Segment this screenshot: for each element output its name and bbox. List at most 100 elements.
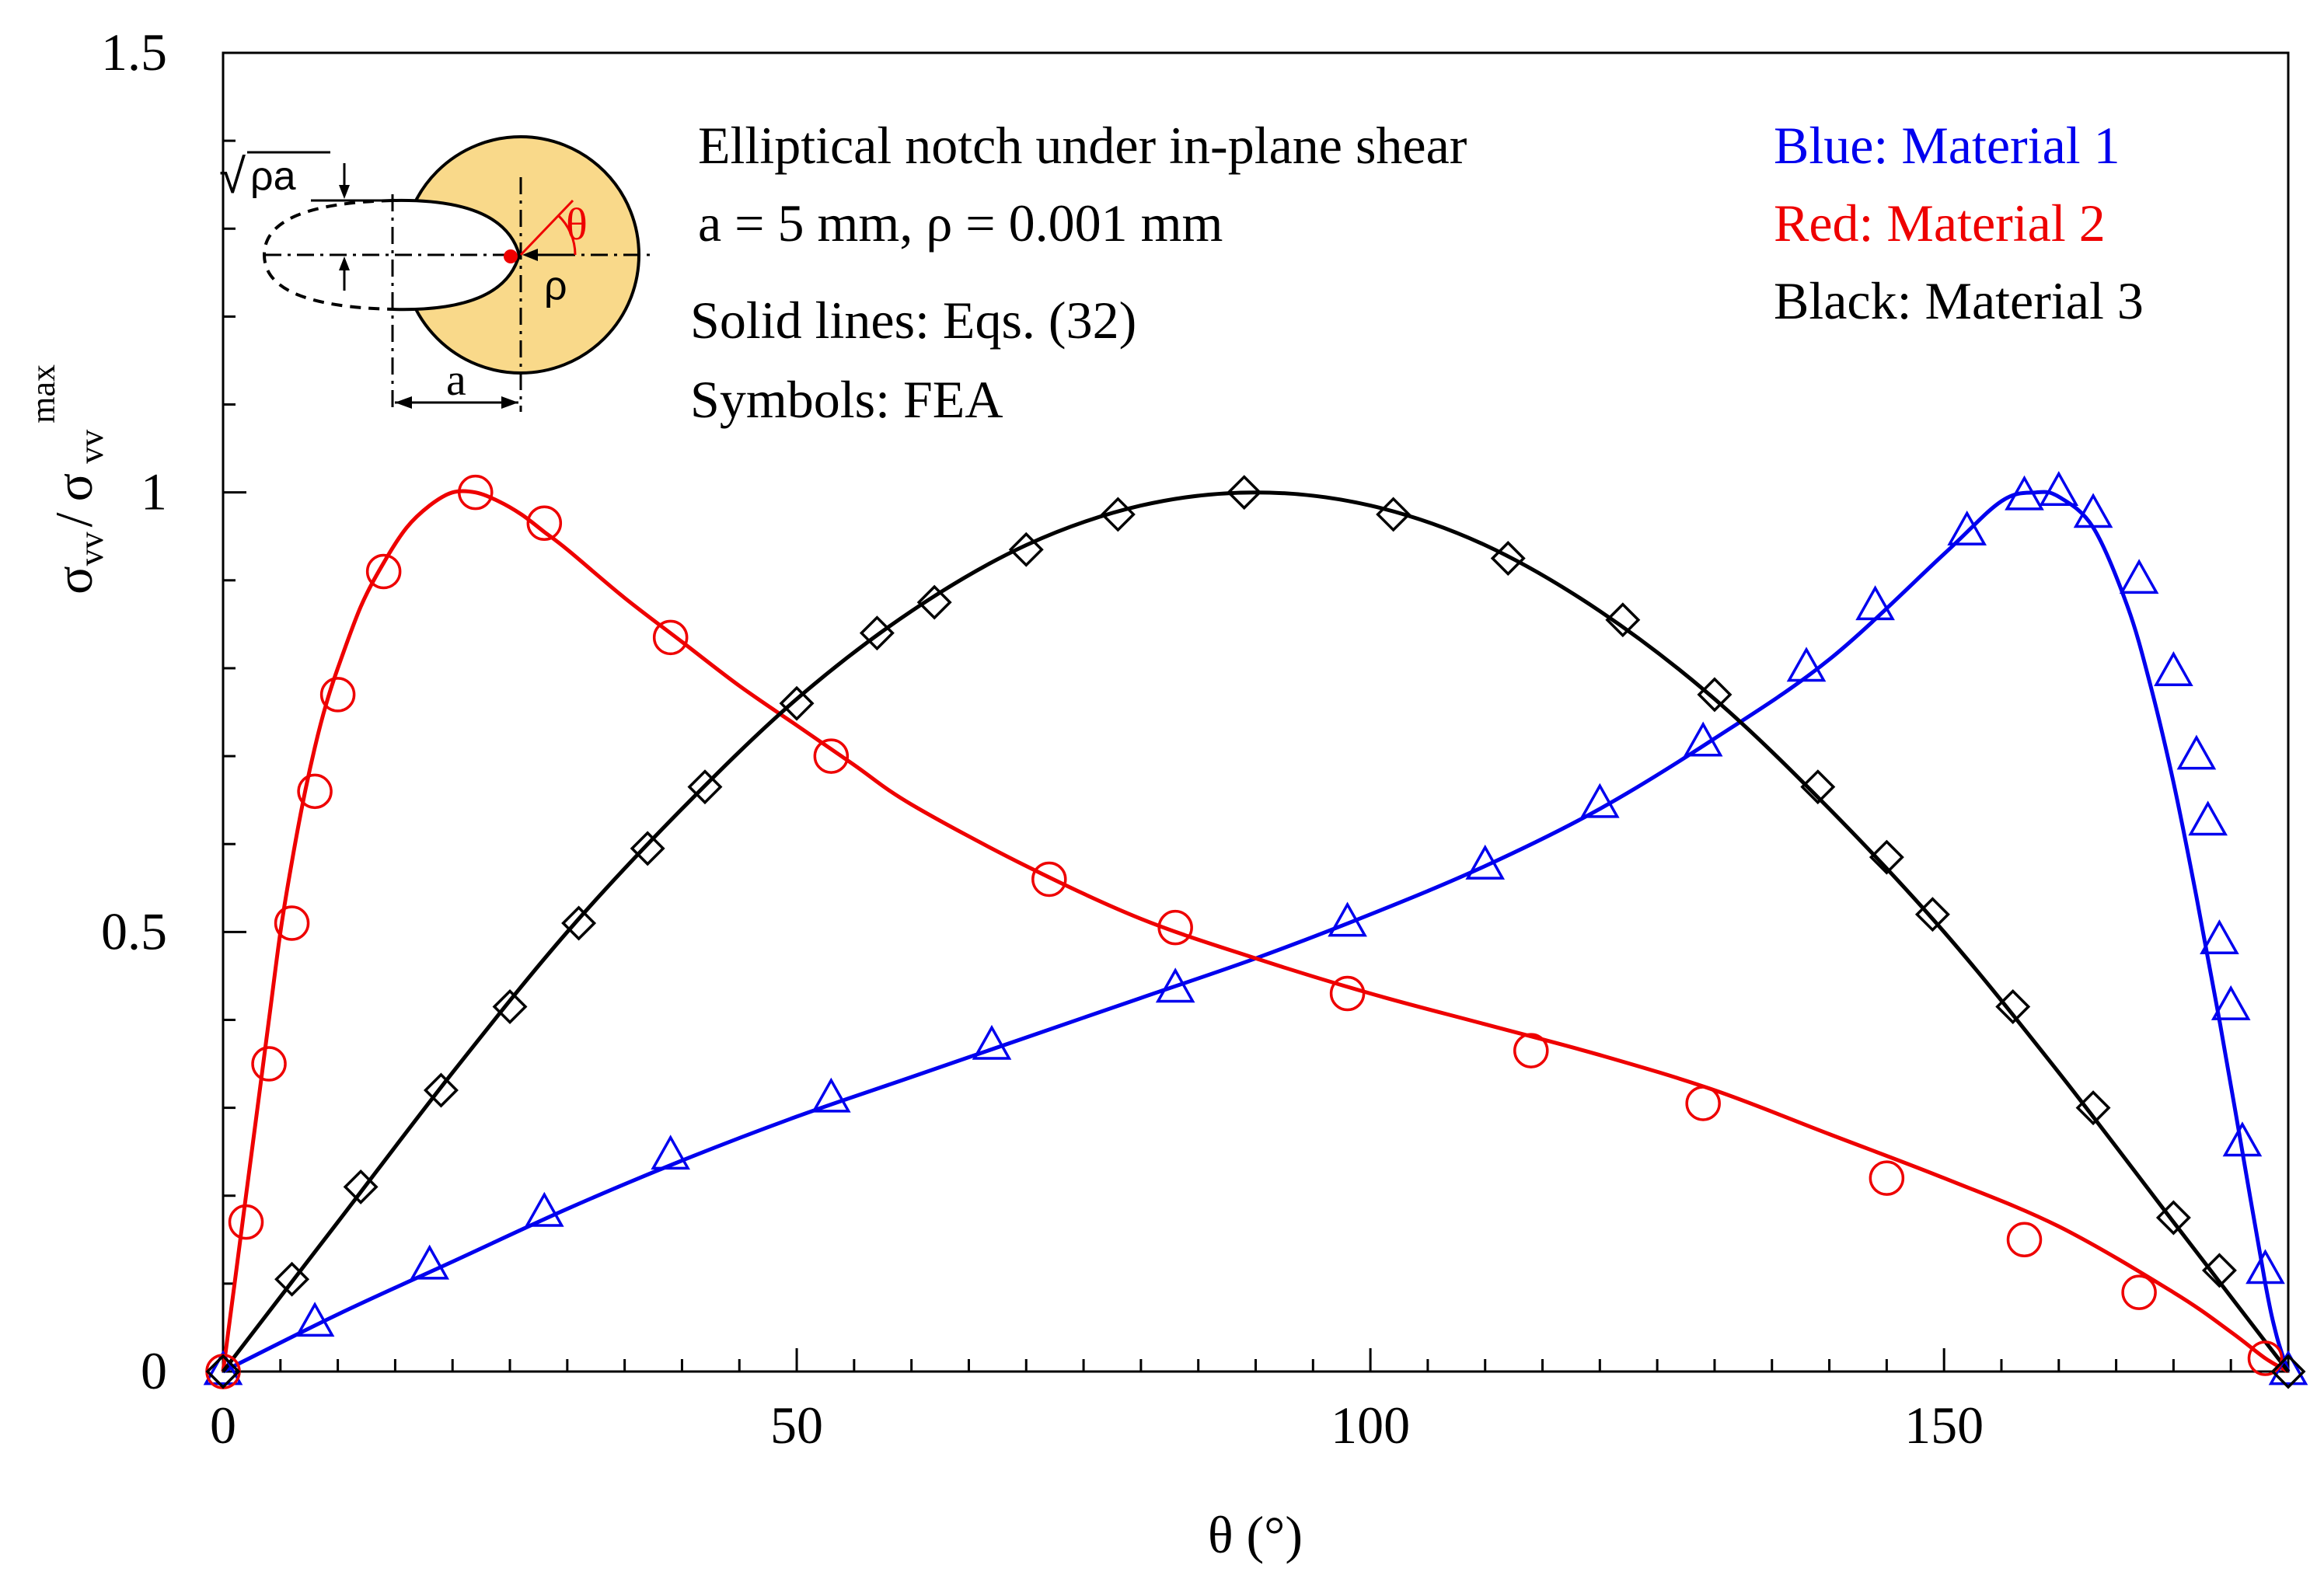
data-point-material-1 xyxy=(410,1244,450,1280)
data-point-material-1 xyxy=(2211,985,2251,1020)
data-point-material-2 xyxy=(251,1046,287,1082)
data-point-material-3 xyxy=(1995,989,2031,1024)
rho-label: ρ xyxy=(544,263,567,308)
data-point-material-2 xyxy=(319,677,356,713)
series-line-material-3 xyxy=(222,490,2290,1373)
sqrt-argument: ρa xyxy=(250,154,296,199)
sqrt-pa-arrow-top-head xyxy=(339,185,350,199)
sqrt-symbol: √ xyxy=(219,150,246,204)
data-point-material-1 xyxy=(1155,967,1195,1003)
data-point-material-1 xyxy=(2073,493,2113,528)
dimension-a-arrow-left xyxy=(395,396,412,409)
data-point-material-3 xyxy=(1227,475,1262,511)
theta-ray xyxy=(519,199,574,256)
data-point-material-3 xyxy=(1008,532,1044,567)
data-point-material-3 xyxy=(1490,541,1526,576)
data-point-material-2 xyxy=(813,738,850,774)
annotation-symbols: Symbols: FEA xyxy=(690,370,1003,429)
data-point-material-1 xyxy=(1786,647,1827,682)
data-point-material-3 xyxy=(1100,497,1136,532)
data-point-material-2 xyxy=(1685,1086,1721,1121)
data-point-material-2 xyxy=(1513,1033,1549,1068)
theta-arc xyxy=(557,214,577,256)
data-point-material-3 xyxy=(1869,839,1904,875)
data-point-material-1 xyxy=(1947,511,1987,546)
data-point-material-3 xyxy=(1800,769,1836,805)
data-point-material-3 xyxy=(1376,497,1411,532)
y-label-slash: / xyxy=(44,512,103,527)
data-point-material-1 xyxy=(1683,721,1723,757)
data-point-material-1 xyxy=(651,1135,690,1170)
y-label-sup: max xyxy=(24,364,62,424)
theta-label: θ xyxy=(566,199,588,249)
y-tick-label: 0 xyxy=(141,1341,167,1400)
series-layer xyxy=(203,471,2308,1389)
data-point-material-1 xyxy=(2188,800,2228,836)
data-point-material-2 xyxy=(1157,909,1193,946)
data-point-material-3 xyxy=(561,905,597,941)
data-point-material-3 xyxy=(2155,1200,2191,1236)
legend-material-1: Blue: Material 1 xyxy=(1774,116,2120,175)
series-line-material-2 xyxy=(221,489,2290,1374)
y-tick-labels: 0 0.5 1 1.5 xyxy=(101,23,167,1400)
y-tick-label: 1 xyxy=(141,462,167,521)
data-point-material-2 xyxy=(2006,1222,2043,1258)
data-point-material-3 xyxy=(423,1072,459,1108)
y-label-sub-1: vv xyxy=(72,532,110,566)
series-line-material-1 xyxy=(222,490,2291,1374)
data-point-material-2 xyxy=(652,619,689,656)
data-point-material-3 xyxy=(205,1354,241,1389)
data-point-material-3 xyxy=(343,1169,379,1204)
data-point-material-3 xyxy=(1605,602,1641,638)
data-point-material-3 xyxy=(1697,677,1733,713)
data-point-material-3 xyxy=(2270,1354,2306,1389)
data-point-material-2 xyxy=(2247,1340,2284,1376)
x-tick-label: 150 xyxy=(1904,1396,1984,1455)
data-point-material-1 xyxy=(524,1191,564,1227)
data-point-material-1 xyxy=(1328,901,1367,937)
data-point-material-3 xyxy=(916,584,952,620)
y-label-sigma-2: σ xyxy=(44,473,103,502)
data-point-material-1 xyxy=(2245,1249,2285,1284)
x-tick-label: 100 xyxy=(1331,1396,1410,1455)
data-point-material-3 xyxy=(492,989,528,1024)
data-point-material-3 xyxy=(2201,1253,2237,1288)
data-point-material-3 xyxy=(687,769,723,805)
dimension-a-arrow-right xyxy=(501,396,518,409)
data-point-material-2 xyxy=(457,474,494,511)
y-tick-label: 1.5 xyxy=(101,23,167,82)
y-label-sigma-1: σ xyxy=(44,566,103,594)
data-point-material-2 xyxy=(1031,861,1067,898)
data-point-material-2 xyxy=(1869,1160,1905,1196)
dimension-a-label: a xyxy=(446,354,466,405)
x-axis-label: θ (°) xyxy=(1208,1505,1303,1564)
y-axis-label: σvv/σvvmax xyxy=(24,364,110,594)
data-point-material-2 xyxy=(228,1204,264,1240)
legend-material-2: Red: Material 2 xyxy=(1774,193,2106,253)
x-tick-label: 0 xyxy=(210,1396,236,1455)
data-point-material-1 xyxy=(2200,919,2239,954)
data-point-material-3 xyxy=(274,1261,310,1297)
data-point-material-3 xyxy=(859,615,895,651)
data-point-material-1 xyxy=(2176,734,2217,770)
y-tick-label: 0.5 xyxy=(101,901,167,960)
data-point-material-1 xyxy=(972,1024,1012,1060)
data-point-material-1 xyxy=(2119,559,2159,594)
data-point-material-3 xyxy=(2075,1090,2111,1126)
data-point-material-1 xyxy=(1465,844,1506,880)
legend-material-3: Black: Material 3 xyxy=(1774,271,2144,330)
y-label-sub-2: vv xyxy=(72,430,110,464)
data-point-material-1 xyxy=(811,1077,851,1113)
data-point-material-2 xyxy=(1329,975,1366,1012)
x-tick-labels: 0 50 100 150 xyxy=(210,1396,1984,1455)
sqrt-pa-arrow-bottom-head xyxy=(339,256,350,270)
notch-schematic: √ ρa θ ρ a xyxy=(219,135,651,412)
data-point-material-1 xyxy=(2005,475,2044,511)
data-point-material-1 xyxy=(295,1302,335,1337)
annotation-solid-lines: Solid lines: Eqs. (32) xyxy=(690,291,1136,350)
data-point-material-1 xyxy=(2039,471,2079,507)
data-point-material-2 xyxy=(365,553,402,590)
data-point-material-1 xyxy=(1580,783,1620,818)
data-point-material-1 xyxy=(203,1350,243,1386)
data-point-material-1 xyxy=(2154,651,2193,686)
